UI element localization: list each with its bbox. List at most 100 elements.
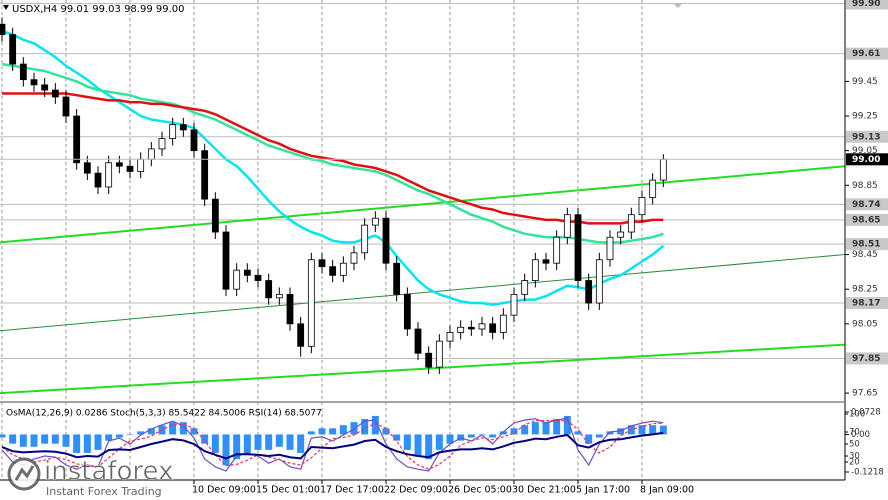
level-label: 98.74 xyxy=(852,200,880,210)
candle-body xyxy=(115,162,123,167)
candle-body xyxy=(467,326,475,330)
candle-body xyxy=(9,34,17,65)
brand-logo: instaforex Instant Forex Trading xyxy=(7,456,174,498)
osma-bar xyxy=(574,431,582,435)
chart-title: USDX,H4 99.01 99.03 98.99 99.00 xyxy=(12,4,185,15)
osma-bar xyxy=(382,428,390,435)
y2-tick-label: 100 xyxy=(849,410,865,420)
candle-body xyxy=(446,332,454,342)
level-label: 98.51 xyxy=(852,240,880,250)
trend-line xyxy=(0,343,846,395)
candle-body xyxy=(659,158,667,181)
y2-tick-label: 30 xyxy=(849,452,860,462)
osma-bar xyxy=(307,431,315,435)
osma-bar xyxy=(489,434,497,438)
candle-body xyxy=(286,293,294,325)
candle-body xyxy=(307,259,315,347)
candle-body xyxy=(403,293,411,330)
osma-bar xyxy=(9,434,17,444)
osma-bar xyxy=(318,428,326,435)
trend-line xyxy=(0,254,846,332)
osma-bar xyxy=(0,434,6,438)
candle-body xyxy=(478,323,486,330)
osma-bar xyxy=(126,434,134,435)
y-tick-label: 98.25 xyxy=(852,285,878,295)
oscillator-line xyxy=(1,420,664,470)
candle-body xyxy=(51,89,59,98)
osma-bar xyxy=(467,434,475,438)
osma-bar xyxy=(62,434,70,447)
candle-body xyxy=(553,236,561,264)
y-tick-label: 0.00 xyxy=(851,430,870,440)
candle-body xyxy=(41,84,49,91)
level-label: 98.65 xyxy=(852,215,880,225)
candle-body xyxy=(275,293,283,299)
y2-tick-label: 70 xyxy=(849,428,860,438)
osma-bar xyxy=(425,434,433,460)
y-tick-label: 98.05 xyxy=(852,319,878,329)
candle-body xyxy=(126,165,134,172)
level-label: 99.61 xyxy=(852,49,880,59)
osma-bar xyxy=(286,434,294,450)
osma-bar xyxy=(329,428,337,435)
level-label: 99.90 xyxy=(852,0,880,9)
candle-body xyxy=(425,352,433,368)
osma-bar xyxy=(435,434,443,450)
osma-bar xyxy=(51,434,59,444)
level-label-box xyxy=(846,130,888,143)
level-label: 97.85 xyxy=(852,354,880,364)
current-price-box xyxy=(846,153,888,166)
candle-body xyxy=(147,148,155,160)
candle-body xyxy=(638,197,646,216)
level-label-box xyxy=(846,198,888,211)
level-label-box xyxy=(846,297,888,310)
x-tick-label: 26 Dec 05:00 xyxy=(448,485,512,496)
candle-body xyxy=(510,293,518,316)
candle-body xyxy=(574,214,582,281)
y-tick-label: 97.65 xyxy=(852,389,878,399)
osma-bar xyxy=(649,425,657,435)
candle-body xyxy=(83,162,91,174)
osma-bar xyxy=(275,434,283,447)
candle-body xyxy=(649,179,657,198)
osma-bar xyxy=(563,415,571,435)
candle-body xyxy=(254,274,262,281)
candle-body xyxy=(627,214,635,233)
osma-bar xyxy=(201,434,209,444)
candle-body xyxy=(211,198,219,233)
osma-bar xyxy=(393,434,401,441)
osma-bar xyxy=(115,434,123,438)
osma-bar xyxy=(233,434,241,460)
candle-body xyxy=(617,231,625,238)
candle-body xyxy=(105,162,113,188)
osma-bar xyxy=(510,428,518,435)
level-label: 99.13 xyxy=(852,132,880,142)
osma-bar xyxy=(137,431,145,435)
shift-marker xyxy=(674,4,682,8)
level-label-box xyxy=(846,213,888,226)
osma-bar xyxy=(105,434,113,441)
candle-body xyxy=(371,217,379,226)
candle-body xyxy=(339,262,347,276)
x-tick-label: 8 Jan 09:00 xyxy=(640,485,694,496)
level-label-box xyxy=(846,0,888,10)
candle-body xyxy=(595,259,603,304)
oscillator-line xyxy=(1,431,664,460)
osma-bar xyxy=(414,434,422,457)
osma-bar xyxy=(265,434,273,450)
x-tick-label: 10 Dec 09:00 xyxy=(192,485,256,496)
osma-bar xyxy=(371,415,379,435)
osma-bar xyxy=(211,434,219,453)
osma-bar xyxy=(521,425,529,435)
candle-body xyxy=(94,172,102,188)
y2-tick-label: 20 xyxy=(849,458,860,468)
candle-body xyxy=(361,224,369,254)
osma-bar xyxy=(83,434,91,453)
candle-body xyxy=(350,252,358,264)
candle-body xyxy=(435,340,443,368)
osma-bar xyxy=(606,431,614,435)
osma-bar xyxy=(531,422,539,435)
candle-body xyxy=(190,129,198,152)
